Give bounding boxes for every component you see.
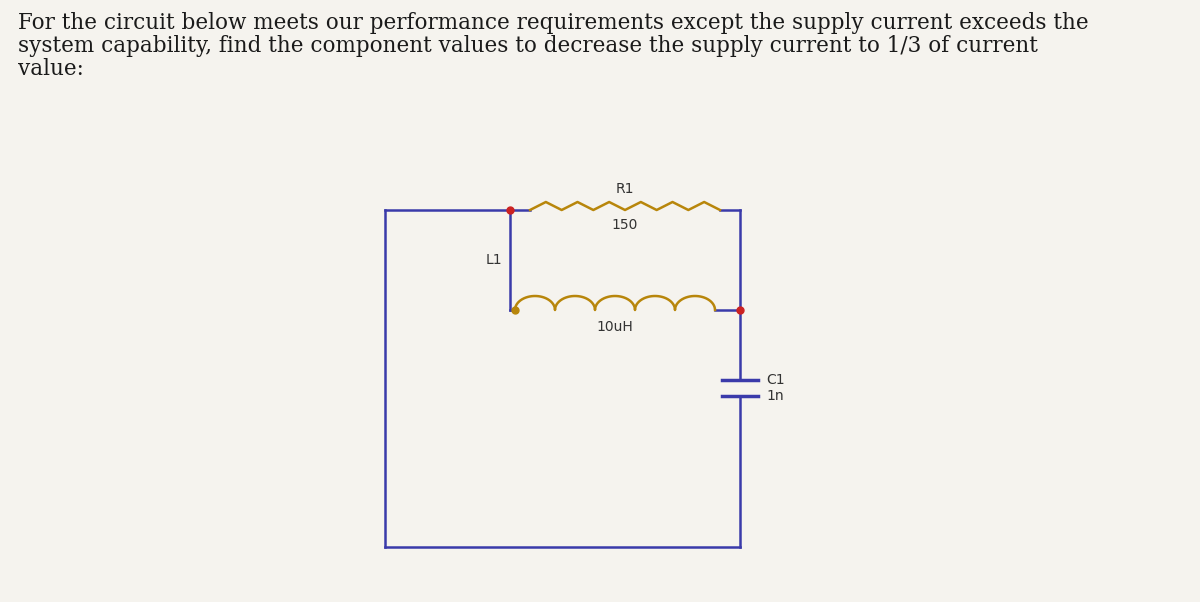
Text: 1n: 1n — [766, 389, 784, 403]
Text: 10uH: 10uH — [596, 320, 634, 334]
Text: L1: L1 — [485, 253, 502, 267]
Text: 150: 150 — [612, 218, 638, 232]
Text: R1: R1 — [616, 182, 635, 196]
Text: value:: value: — [18, 58, 84, 80]
Text: For the circuit below meets our performance requirements except the supply curre: For the circuit below meets our performa… — [18, 12, 1088, 34]
Text: C1: C1 — [766, 373, 785, 387]
Text: system capability, find the component values to decrease the supply current to 1: system capability, find the component va… — [18, 35, 1038, 57]
